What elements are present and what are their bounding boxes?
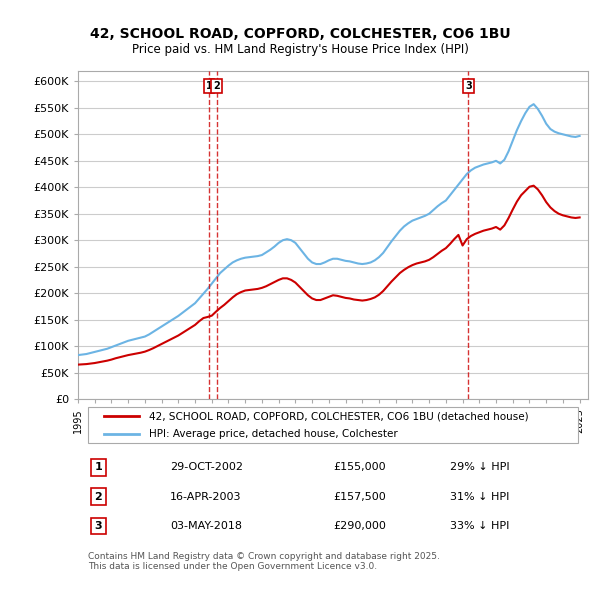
Text: 1: 1 <box>206 81 212 91</box>
Text: 42, SCHOOL ROAD, COPFORD, COLCHESTER, CO6 1BU (detached house): 42, SCHOOL ROAD, COPFORD, COLCHESTER, CO… <box>149 411 529 421</box>
Text: 3: 3 <box>95 521 102 531</box>
Text: 42, SCHOOL ROAD, COPFORD, COLCHESTER, CO6 1BU: 42, SCHOOL ROAD, COPFORD, COLCHESTER, CO… <box>89 27 511 41</box>
Text: 29% ↓ HPI: 29% ↓ HPI <box>450 462 510 472</box>
Text: HPI: Average price, detached house, Colchester: HPI: Average price, detached house, Colc… <box>149 428 398 438</box>
Text: 03-MAY-2018: 03-MAY-2018 <box>170 521 242 531</box>
Text: Price paid vs. HM Land Registry's House Price Index (HPI): Price paid vs. HM Land Registry's House … <box>131 43 469 56</box>
Text: 29-OCT-2002: 29-OCT-2002 <box>170 462 243 472</box>
FancyBboxPatch shape <box>88 407 578 442</box>
Text: 31% ↓ HPI: 31% ↓ HPI <box>450 491 509 502</box>
Text: 3: 3 <box>465 81 472 91</box>
Text: 2: 2 <box>95 491 102 502</box>
Text: 1: 1 <box>95 462 102 472</box>
Text: £155,000: £155,000 <box>333 462 386 472</box>
Text: 16-APR-2003: 16-APR-2003 <box>170 491 241 502</box>
Text: 2: 2 <box>213 81 220 91</box>
Text: £157,500: £157,500 <box>333 491 386 502</box>
Text: Contains HM Land Registry data © Crown copyright and database right 2025.
This d: Contains HM Land Registry data © Crown c… <box>88 552 440 571</box>
Text: 33% ↓ HPI: 33% ↓ HPI <box>450 521 509 531</box>
Text: £290,000: £290,000 <box>333 521 386 531</box>
